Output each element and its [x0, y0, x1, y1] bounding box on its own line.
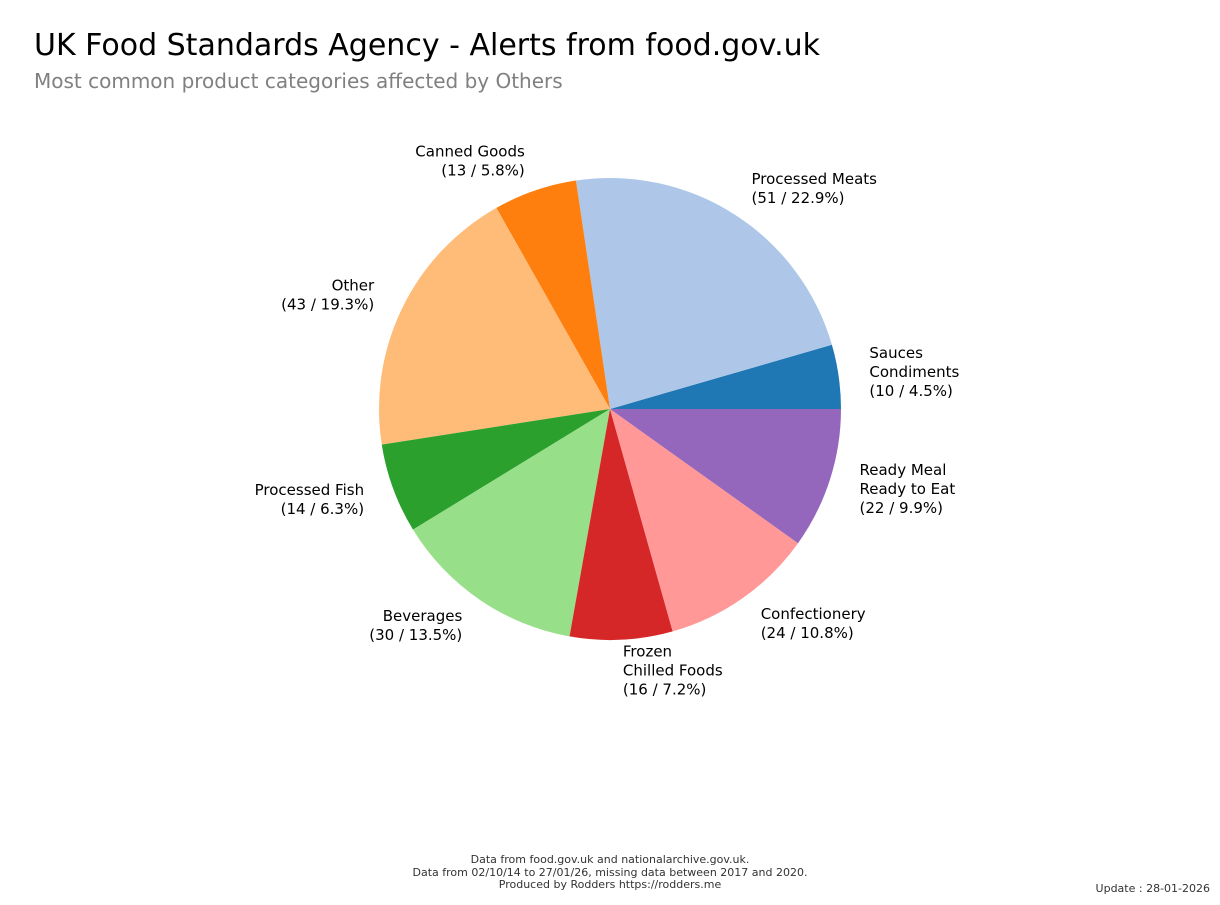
pie-label-processed-fish: Processed Fish (14 / 6.3%) [255, 481, 364, 518]
pie-label-value: (14 / 6.3%) [281, 500, 365, 518]
pie-label-name: Condiments [869, 363, 959, 381]
pie-label-name: Canned Goods [415, 143, 525, 161]
pie-label-value: (16 / 7.2%) [623, 681, 707, 699]
footer-credits: Data from food.gov.uk and nationalarchiv… [0, 853, 1220, 892]
pie-label-value: (51 / 22.9%) [752, 189, 845, 207]
pie-label-ready-meal-ready-to-eat: Ready Meal Ready to Eat (22 / 9.9%) [860, 461, 956, 517]
pie-label-value: (24 / 10.8%) [761, 624, 854, 642]
pie-labels: Sauces Condiments (10 / 4.5%) Processed Mea… [255, 143, 960, 699]
pie-slice-confectionery [610, 409, 799, 632]
pie-label-value: (10 / 4.5%) [869, 382, 953, 400]
pie-label-name: Ready Meal [860, 461, 947, 479]
pie-label-canned-goods: Canned Goods (13 / 5.8%) [415, 143, 525, 180]
pie-slice-ready-meal-ready-to-eat [610, 409, 841, 544]
pie-label-name: Ready to Eat [860, 480, 956, 498]
pie-label-name: Beverages [383, 607, 463, 625]
footer-line-source: Data from food.gov.uk and nationalarchiv… [470, 853, 750, 866]
pie-label-value: (22 / 9.9%) [860, 499, 944, 517]
pie-label-value: (43 / 19.3%) [281, 295, 374, 313]
pie-slice-processed-meats [575, 177, 832, 409]
pie-label-confectionery: Confectionery (24 / 10.8%) [761, 605, 866, 642]
footer-line-author: Produced by Rodders https://rodders.me [498, 878, 722, 891]
pie-slice-beverages [413, 409, 610, 637]
pie-label-beverages: Beverages (30 / 13.5%) [369, 607, 462, 644]
pie-label-value: (30 / 13.5%) [369, 626, 462, 644]
update-date: Update : 28-01-2026 [1095, 882, 1210, 895]
pie-slice-sauces-condiments [610, 344, 841, 409]
pie-label-name: Chilled Foods [623, 662, 723, 680]
footer-line-range: Data from 02/10/14 to 27/01/26, missing … [412, 865, 808, 879]
pie-slice-other [379, 207, 610, 445]
pie-label-name: Confectionery [761, 605, 866, 623]
pie-label-sauces-condiments: Sauces Condiments (10 / 4.5%) [869, 344, 959, 400]
chart-subtitle: Most common product categories affected … [34, 69, 563, 93]
pie-label-frozen-chilled-foods: Frozen Chilled Foods (16 / 7.2%) [623, 643, 723, 699]
pie-label-name: Other [332, 276, 375, 294]
pie-label-name: Frozen [623, 643, 672, 661]
pie-slices [379, 177, 841, 641]
pie-label-other: Other (43 / 19.3%) [281, 276, 375, 313]
chart-title: UK Food Standards Agency - Alerts from f… [34, 28, 820, 63]
pie-label-value: (13 / 5.8%) [441, 162, 525, 180]
pie-label-name: Processed Meats [752, 170, 878, 188]
pie-slice-frozen-chilled-foods [569, 409, 673, 641]
pie-slice-processed-fish [381, 409, 610, 530]
pie-label-name: Sauces [869, 344, 923, 362]
pie-label-name: Processed Fish [255, 481, 364, 499]
pie-slice-canned-goods [496, 180, 610, 409]
pie-label-processed-meats: Processed Meats (51 / 22.9%) [752, 170, 878, 207]
